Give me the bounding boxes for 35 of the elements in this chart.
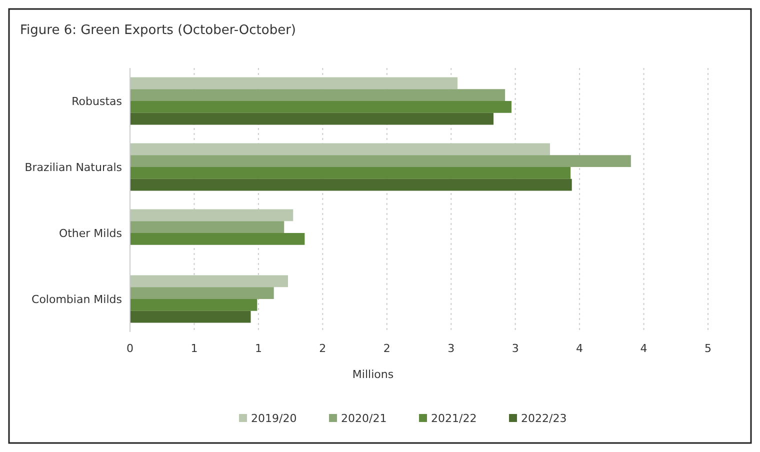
bar (130, 178, 572, 191)
y-tick-label: Robustas (72, 94, 122, 108)
x-axis-title: Millions (352, 368, 394, 381)
bar (130, 167, 571, 179)
bar (130, 112, 494, 125)
x-tick-label: 3 (512, 342, 519, 355)
legend-label: 2021/22 (431, 412, 477, 425)
legend-label: 2019/20 (251, 412, 297, 425)
x-tick-label: 3 (448, 342, 455, 355)
bar (130, 77, 458, 90)
bar (130, 275, 288, 288)
x-tick-label: 4 (640, 342, 648, 355)
bar (130, 101, 512, 113)
chart-title: Figure 6: Green Exports (October-October) (20, 23, 296, 38)
bar (130, 143, 550, 156)
y-tick-label: Colombian Milds (32, 292, 122, 306)
y-tick-label: Other Milds (58, 226, 122, 240)
legend-label: 2020/21 (341, 412, 387, 425)
legend-label: 2022/23 (521, 412, 567, 425)
bar (130, 155, 631, 167)
x-tick-label: 0 (126, 342, 134, 355)
bar (130, 221, 284, 233)
x-tick-label: 1 (190, 342, 198, 355)
bar (130, 233, 305, 245)
bar (130, 89, 506, 101)
x-tick-label: 5 (704, 342, 712, 355)
bar (130, 310, 251, 323)
y-tick-label: Brazilian Naturals (24, 160, 122, 174)
x-tick-label: 2 (319, 342, 326, 355)
x-tick-label: 1 (254, 342, 262, 355)
x-tick-label: 4 (576, 342, 584, 355)
x-tick-label: 2 (383, 342, 390, 355)
bar (130, 299, 258, 311)
bar (130, 287, 274, 299)
bar (130, 209, 294, 222)
